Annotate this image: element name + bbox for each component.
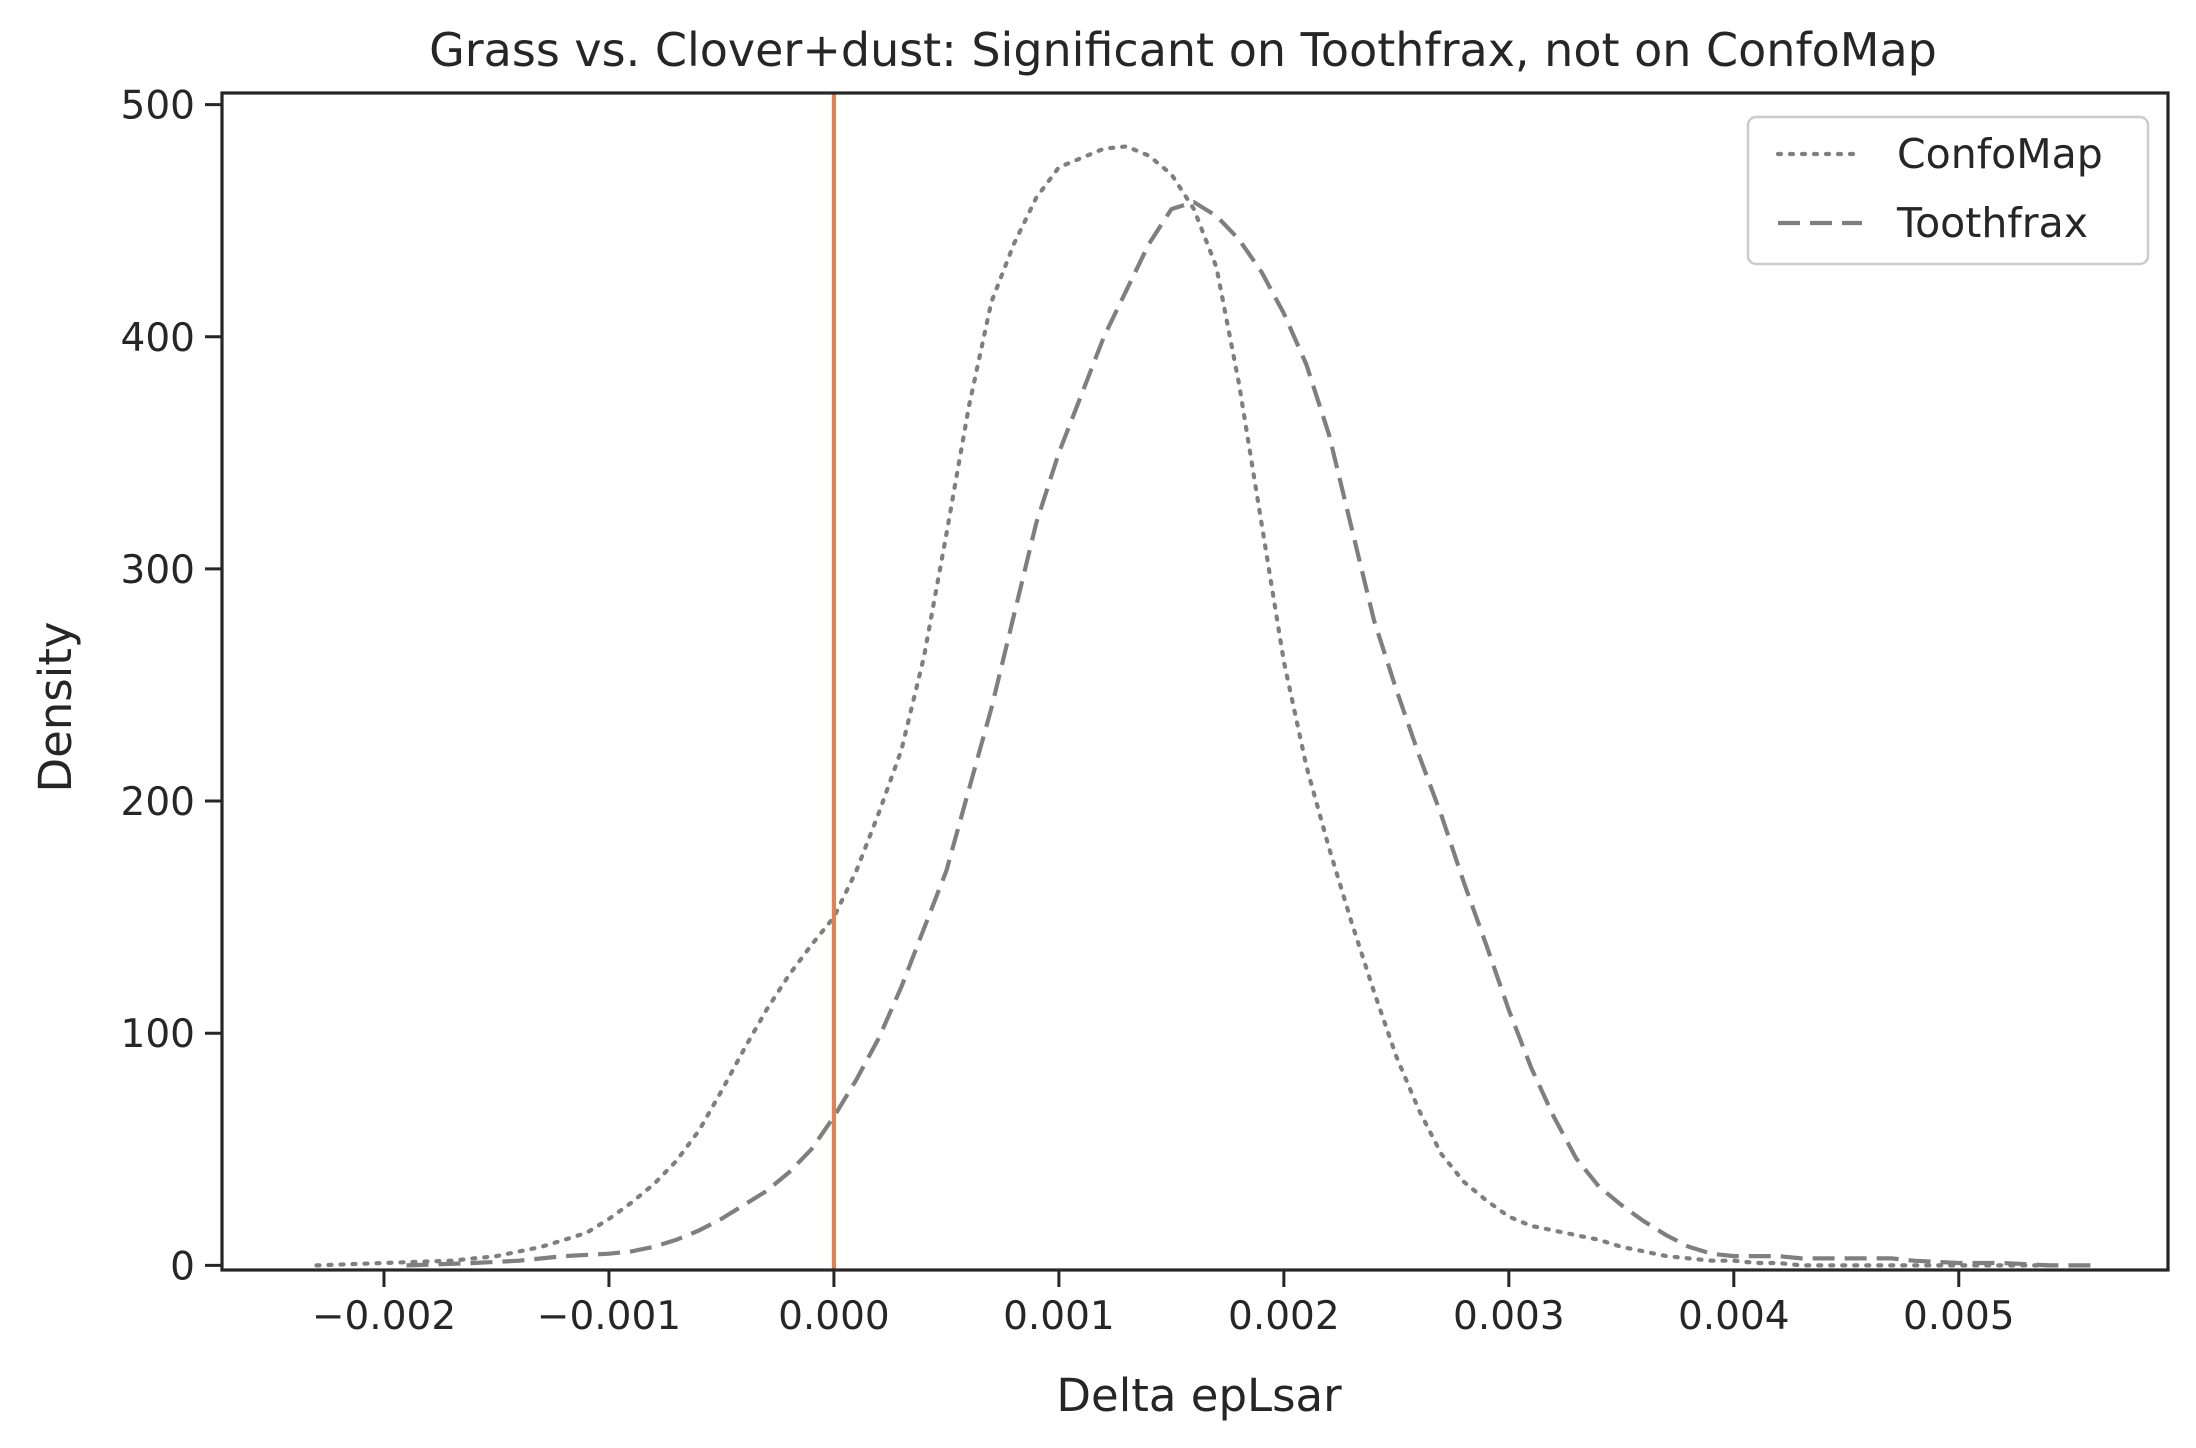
x-tick-label: 0.001 — [1003, 1294, 1115, 1339]
y-tick-label: 200 — [121, 780, 195, 825]
x-tick-label: 0.003 — [1453, 1294, 1565, 1339]
y-tick-label: 300 — [121, 548, 195, 593]
y-tick-label: 100 — [121, 1012, 195, 1057]
x-axis-label: Delta epLsar — [1056, 1369, 1342, 1422]
x-tick-label: −0.002 — [312, 1294, 456, 1339]
x-tick-label: 0.005 — [1903, 1294, 2015, 1339]
plot-area: −0.002 −0.001 0.000 0.001 0.002 0.003 0.004 0.0… — [121, 84, 2170, 1339]
y-tick-label: 500 — [121, 84, 195, 129]
y-axis-label: Density — [29, 621, 82, 792]
x-tick-label: 0.004 — [1678, 1294, 1790, 1339]
legend-label-toothfrax: Toothfrax — [1896, 199, 2088, 247]
y-tick-label: 400 — [121, 316, 195, 361]
series-line-toothfrax — [406, 200, 2094, 1268]
x-tick-label: 0.000 — [778, 1294, 890, 1339]
x-tick-label: 0.002 — [1228, 1294, 1340, 1339]
legend: ConfoMap Toothfrax — [1746, 115, 2150, 266]
chart-title: Grass vs. Clover+dust: Significant on To… — [429, 23, 1937, 77]
y-tick-label: 0 — [170, 1244, 195, 1289]
legend-label-confomap: ConfoMap — [1897, 130, 2103, 178]
series-line-confomap — [314, 144, 2051, 1268]
x-tick-label: −0.001 — [537, 1294, 681, 1339]
plot-frame — [220, 91, 2170, 1272]
